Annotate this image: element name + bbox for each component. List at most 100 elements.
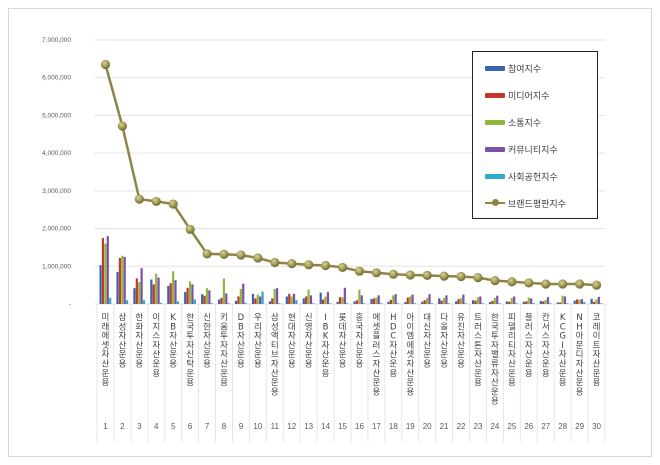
category-label: N <box>576 313 582 323</box>
category-label: 한 <box>135 313 143 323</box>
category-label: 산 <box>339 340 347 351</box>
category-number: 11 <box>271 422 280 431</box>
category-label: C <box>390 332 396 342</box>
category-label: 신 <box>305 313 313 323</box>
bar <box>109 297 112 304</box>
legend-item: 브랜드평판지수 <box>485 196 566 210</box>
category-label: 이 <box>152 312 160 323</box>
legend-swatch-icon <box>485 65 505 71</box>
bar <box>513 296 516 304</box>
category-label: 산 <box>423 340 431 351</box>
category-label: 산 <box>271 368 279 379</box>
category-label: 운 <box>423 350 431 360</box>
category-label: 용 <box>457 360 465 370</box>
bar <box>309 295 313 304</box>
category-label: 운 <box>152 360 160 370</box>
bar <box>205 288 209 304</box>
line-marker <box>558 279 568 289</box>
bar <box>220 297 223 304</box>
category-label: 운 <box>491 387 499 397</box>
bar <box>539 300 542 304</box>
bar <box>135 278 138 304</box>
bar <box>157 277 160 304</box>
category-label: 산 <box>220 359 228 370</box>
category-label: 자 <box>288 332 296 342</box>
category-label: 화 <box>135 322 143 332</box>
category-label: 자 <box>406 360 414 370</box>
bar <box>559 302 562 304</box>
category-label: 산 <box>135 340 143 351</box>
legend-item: 사회공헌지수 <box>485 169 558 183</box>
category-number: 19 <box>406 422 415 431</box>
bar <box>188 281 192 304</box>
bar <box>256 294 259 304</box>
bar <box>445 295 448 304</box>
category-number: 2 <box>120 422 125 431</box>
category-number: 8 <box>222 422 227 431</box>
bar <box>218 299 221 304</box>
category-label: 자 <box>372 360 380 370</box>
line-marker <box>371 268 381 278</box>
category-label: 신 <box>203 313 211 323</box>
bar <box>438 298 441 304</box>
bar <box>464 303 467 304</box>
legend-item: 소통지수 <box>485 115 541 129</box>
category-label: 용 <box>169 360 177 370</box>
line-marker <box>490 276 500 286</box>
line-marker <box>253 253 263 263</box>
bar <box>133 288 136 304</box>
bar <box>573 300 576 304</box>
category-label: 자 <box>440 332 448 342</box>
category-label: 산 <box>525 349 533 360</box>
bar <box>123 256 126 304</box>
category-label: K <box>323 332 329 342</box>
bar <box>169 283 172 304</box>
bar <box>595 299 598 304</box>
x-category-labels: 미래에셋자산운용1삼성자산운용2한화자산운용3이지스자산운용4KB자산운용5한국… <box>102 312 602 431</box>
category-label: 운 <box>169 350 177 360</box>
line-marker <box>456 271 466 282</box>
bar <box>152 284 155 304</box>
bar <box>544 299 547 304</box>
category-label: B <box>170 322 176 332</box>
bar <box>457 299 460 304</box>
category-label: 자 <box>389 341 397 351</box>
bar <box>546 297 550 304</box>
category-label: 산 <box>102 359 110 370</box>
category-label: 티 <box>271 341 279 351</box>
category-label: 자 <box>508 350 516 360</box>
bar <box>583 302 586 304</box>
category-label: 한 <box>491 313 499 323</box>
category-number: 26 <box>524 422 533 431</box>
category-label: 용 <box>559 378 567 388</box>
category-number: 9 <box>239 422 244 431</box>
y-tick-label: 4,000,000 <box>42 150 71 157</box>
category-label: 운 <box>254 350 262 360</box>
category-label: 자 <box>322 341 330 351</box>
line-marker <box>422 270 432 280</box>
category-label: 자 <box>542 341 550 351</box>
category-label: 밸 <box>491 349 499 360</box>
bar <box>505 301 509 304</box>
category-number: 3 <box>137 422 142 431</box>
category-label: 용 <box>423 360 431 370</box>
category-label: I <box>561 341 564 351</box>
legend-item: 커뮤니티지수 <box>485 142 558 156</box>
category-label: 스 <box>372 350 380 360</box>
line-marker <box>304 260 314 270</box>
category-label: B <box>323 322 329 332</box>
category-label: 운 <box>288 350 296 360</box>
category-number: 6 <box>188 422 193 431</box>
category-label: 운 <box>542 360 550 370</box>
category-label: 용 <box>491 397 499 407</box>
category-label: 플 <box>525 313 533 323</box>
category-label: 지 <box>152 322 160 332</box>
category-label: 셋 <box>102 341 110 351</box>
category-label: 산 <box>593 359 601 370</box>
category-label: 자 <box>135 332 143 342</box>
bar <box>455 301 458 304</box>
category-label: 산 <box>372 368 380 379</box>
legend-swatch-icon <box>485 92 505 98</box>
category-label: 용 <box>237 360 245 370</box>
bar <box>234 300 238 304</box>
